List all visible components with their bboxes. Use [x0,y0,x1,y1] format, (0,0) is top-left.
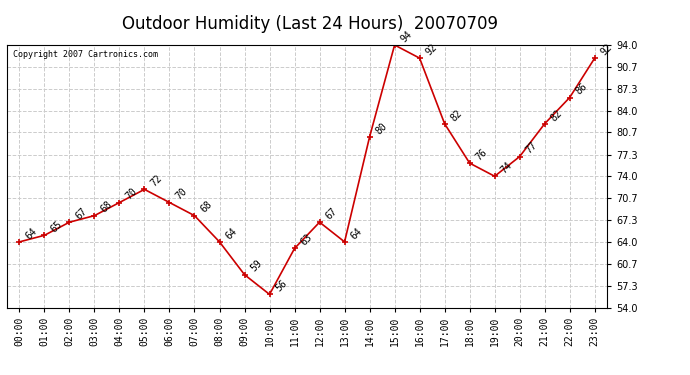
Text: 64: 64 [224,226,239,241]
Text: 86: 86 [574,81,589,97]
Text: 70: 70 [174,186,189,202]
Text: 67: 67 [74,206,89,221]
Text: 82: 82 [549,108,564,123]
Text: 64: 64 [348,226,364,241]
Text: 92: 92 [599,42,614,57]
Text: 63: 63 [299,232,314,248]
Text: 82: 82 [448,108,464,123]
Text: 94: 94 [399,29,414,44]
Text: 59: 59 [248,258,264,274]
Text: 68: 68 [99,200,114,215]
Text: 56: 56 [274,278,289,294]
Text: Copyright 2007 Cartronics.com: Copyright 2007 Cartronics.com [13,50,158,59]
Text: 64: 64 [23,226,39,241]
Text: 68: 68 [199,200,214,215]
Text: 72: 72 [148,173,164,189]
Text: 65: 65 [48,219,64,234]
Text: 80: 80 [374,121,389,136]
Text: 74: 74 [499,160,514,176]
Text: 70: 70 [124,186,139,202]
Text: 67: 67 [324,206,339,221]
Text: Outdoor Humidity (Last 24 Hours)  20070709: Outdoor Humidity (Last 24 Hours) 2007070… [123,15,498,33]
Text: 77: 77 [524,140,539,156]
Text: 92: 92 [424,42,439,57]
Text: 76: 76 [474,147,489,162]
